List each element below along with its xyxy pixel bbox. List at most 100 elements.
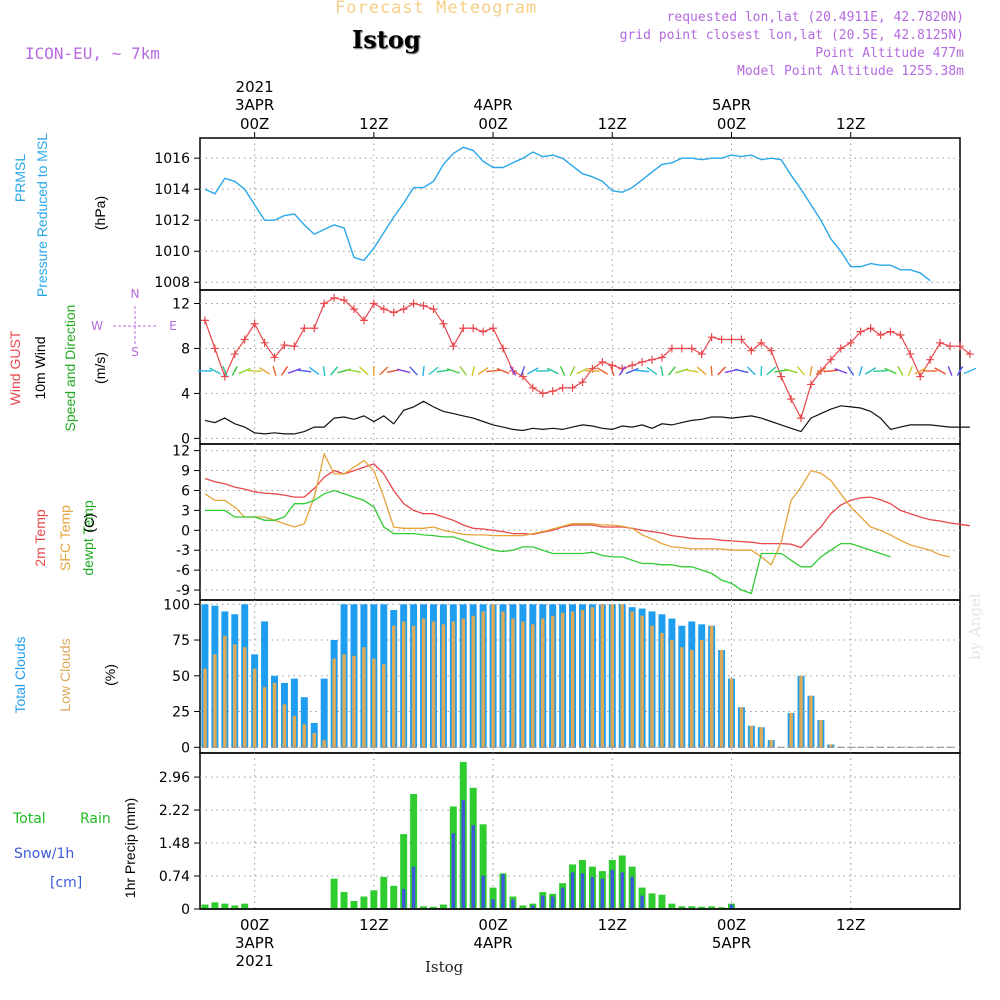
gust-marker <box>926 355 935 364</box>
gust-marker <box>310 324 319 333</box>
low-cloud-bar <box>670 640 674 748</box>
gust-marker <box>230 350 239 359</box>
wind-arrow <box>379 366 389 376</box>
rain-bar <box>410 794 418 909</box>
gust-marker <box>499 344 508 353</box>
total-cloud-bar <box>290 678 298 748</box>
forecast-title: Forecast Meteogram <box>335 0 538 18</box>
low-cloud-bar <box>541 618 545 748</box>
pressure-ytick-label: 1010 <box>154 244 190 260</box>
temp-ytick-label: 12 <box>172 444 190 460</box>
wind-arrow <box>527 367 539 375</box>
gust-marker <box>866 324 875 333</box>
gust-marker <box>628 361 637 370</box>
low-cloud-bar <box>501 611 505 748</box>
wind-arrow <box>569 365 576 376</box>
low-cloud-bar <box>630 611 634 748</box>
gust-marker <box>518 372 527 381</box>
gust-marker <box>936 338 945 347</box>
precip-snow-label: Snow/1h <box>14 846 75 862</box>
gust-marker <box>946 342 955 351</box>
rain-bar <box>350 900 358 909</box>
low-cloud-bar <box>272 682 277 748</box>
wind-arrow <box>477 366 489 375</box>
wind-line <box>204 400 970 435</box>
bottom-hour-label: 00Z <box>240 916 269 934</box>
low-cloud-bar <box>332 658 336 748</box>
snow-bar <box>481 875 485 909</box>
gust-marker <box>568 383 577 392</box>
wind-arrow <box>766 366 777 376</box>
low-cloud-bar <box>769 740 773 748</box>
snow-bar <box>531 905 535 909</box>
snow-bar <box>580 873 585 909</box>
wind-arrow <box>864 367 877 375</box>
snow-bar <box>570 872 575 909</box>
snow-bar <box>461 799 466 909</box>
precip-total-label: Total <box>13 811 46 827</box>
wind-arrow <box>247 369 262 373</box>
precip-ytick-label: 2.96 <box>159 770 190 786</box>
top-hour-label: 00Z <box>717 115 746 133</box>
temp-ytick-label: 6 <box>181 483 190 499</box>
clouds-ytick-label: 25 <box>172 705 190 721</box>
compass-s: S <box>131 345 139 359</box>
gust-marker <box>876 330 885 339</box>
wind-arrow <box>784 368 798 374</box>
snow-bar <box>620 872 624 909</box>
gust-marker <box>330 293 339 302</box>
low-cloud-bar <box>819 720 823 748</box>
clouds-ytick-label: 100 <box>163 597 190 613</box>
snow-bar <box>610 869 615 909</box>
rain-bar <box>439 904 447 909</box>
gust-marker <box>300 324 309 333</box>
low-cloud-bar <box>580 610 585 748</box>
rain-bar <box>668 903 676 909</box>
rain-bar <box>429 906 437 909</box>
temp-frame <box>199 443 961 601</box>
wind-ytick-label: 0 <box>181 431 190 447</box>
bottom-hour-label: 12Z <box>598 916 627 934</box>
snow-bar <box>411 866 416 909</box>
wind-arrow <box>947 365 953 376</box>
gust-marker <box>429 305 438 314</box>
low-cloud-bar <box>640 615 644 748</box>
rain-bar <box>658 894 666 909</box>
total-cloud-bar <box>261 621 269 748</box>
gust-marker <box>747 346 756 355</box>
snow-bar <box>511 899 515 909</box>
wind-arrow <box>963 367 977 375</box>
wind-arrow <box>907 365 914 376</box>
low-cloud-bar <box>421 618 426 748</box>
rain-bar <box>688 906 696 909</box>
rain-bar <box>678 906 686 909</box>
gust-marker <box>210 344 219 353</box>
wind-arrow <box>231 366 238 376</box>
low-cloud-bar <box>352 655 356 748</box>
snow-bar <box>729 904 734 909</box>
gust-marker <box>697 350 706 359</box>
wind-arrow <box>322 365 326 376</box>
model-label: ICON-EU, ~ 7km <box>25 44 160 63</box>
wind-arrow <box>576 367 589 375</box>
wind-arrow <box>559 365 566 376</box>
rain-bar <box>519 905 527 909</box>
pressure-ytick-label: 1012 <box>154 213 190 229</box>
snow-bar <box>471 825 475 909</box>
gust-marker <box>320 299 329 308</box>
gust-marker <box>846 338 855 347</box>
bottom-hour-label: 00Z <box>717 916 746 934</box>
rain-bar <box>221 903 229 909</box>
precip-snow-unit: [cm] <box>50 875 83 891</box>
wind-arrow <box>471 365 475 376</box>
rain-bar <box>340 892 348 909</box>
rain-bar <box>211 902 219 909</box>
snow-bar <box>560 887 565 909</box>
snow-bar <box>550 896 555 909</box>
gust-marker <box>240 335 249 344</box>
grid-point-location: grid point closest lon,lat (20.5E, 42.81… <box>619 28 964 43</box>
gust-marker <box>340 296 349 305</box>
wind-ytick-label: 12 <box>172 296 190 312</box>
gust-marker <box>916 372 925 381</box>
low-cloud-bar <box>570 611 575 748</box>
